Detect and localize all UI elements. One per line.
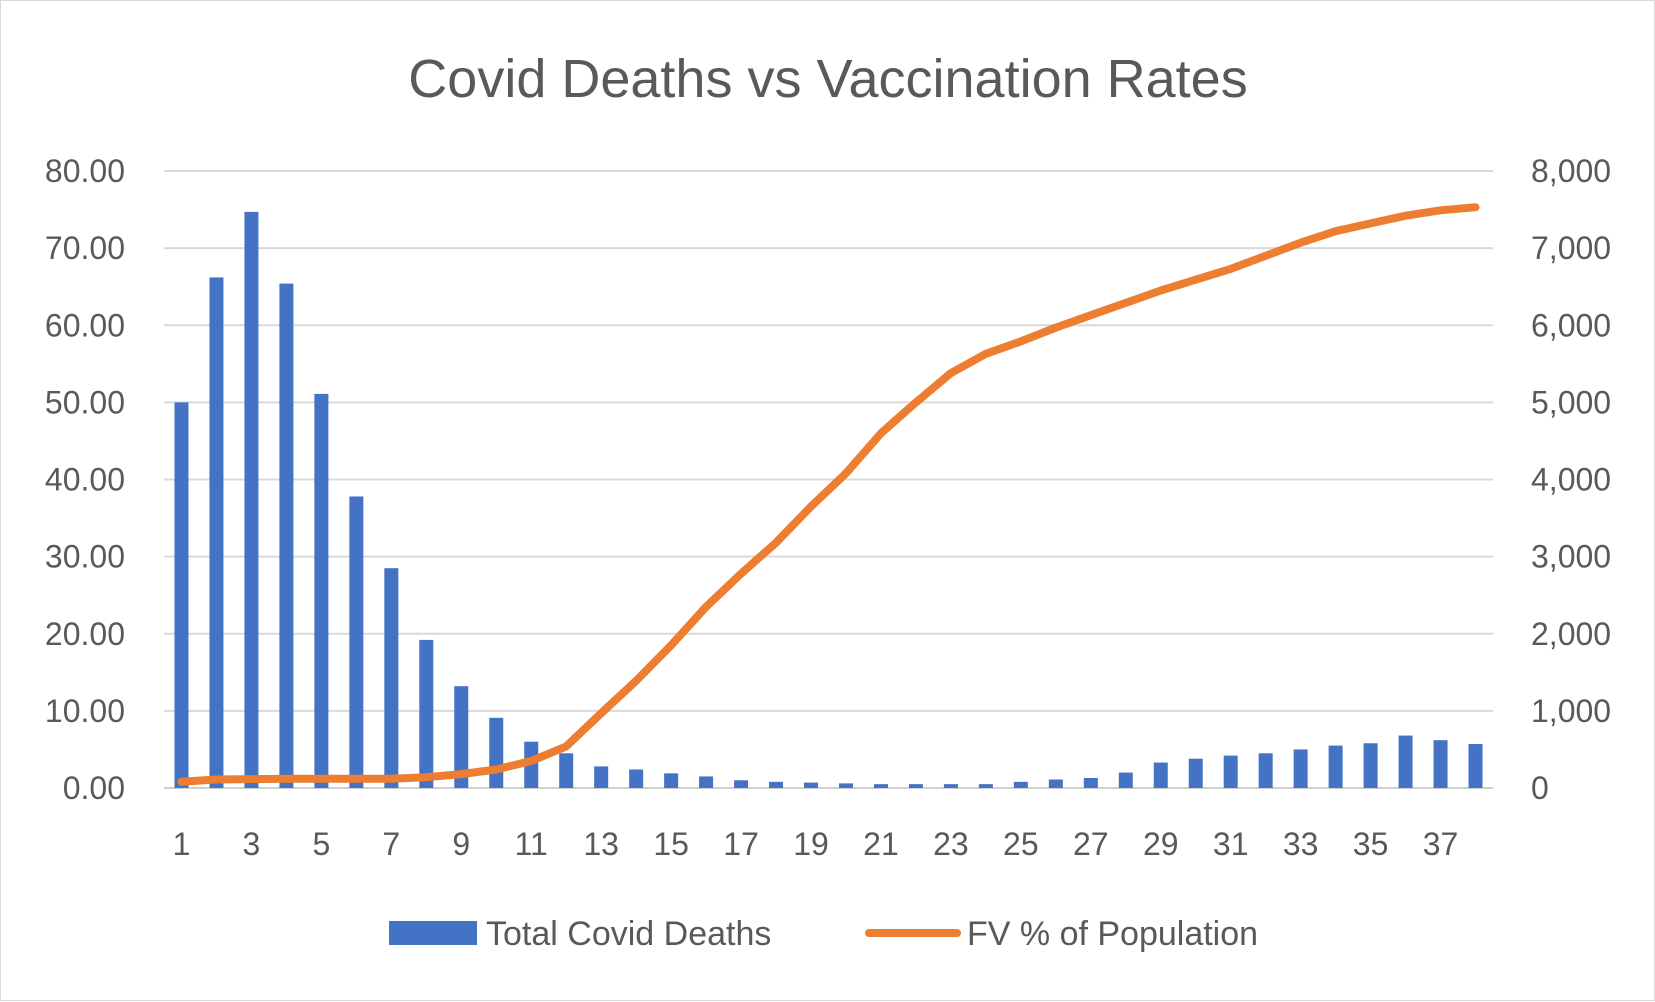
bar xyxy=(1433,740,1448,788)
x-tick-label: 3 xyxy=(243,826,261,862)
bar xyxy=(454,686,469,788)
y-left-tick-label: 40.00 xyxy=(45,462,125,498)
bar xyxy=(629,769,644,788)
x-tick-label: 9 xyxy=(452,826,470,862)
bar xyxy=(349,496,364,788)
bar xyxy=(978,784,993,788)
y-left-tick-label: 20.00 xyxy=(45,616,125,652)
y-right-tick-label: 0 xyxy=(1531,770,1549,806)
y-right-tick-label: 3,000 xyxy=(1531,539,1611,575)
y-left-tick-label: 80.00 xyxy=(45,153,125,189)
bar xyxy=(559,753,574,788)
x-tick-label: 33 xyxy=(1283,826,1319,862)
y-left-tick-label: 50.00 xyxy=(45,384,125,420)
bar xyxy=(209,277,224,788)
bar xyxy=(1118,772,1133,788)
bar xyxy=(769,781,784,788)
bar xyxy=(908,784,923,788)
y-right-tick-label: 8,000 xyxy=(1531,153,1611,189)
x-axis: 1 3 5 7 9 11 13 15 17 19 21 23 25 27 29 31 33 35 37 xyxy=(173,826,1459,862)
x-tick-label: 1 xyxy=(173,826,191,862)
bar xyxy=(838,783,853,788)
bar xyxy=(699,776,714,788)
y-left-tick-label: 0.00 xyxy=(63,770,125,806)
legend-label-deaths: Total Covid Deaths xyxy=(486,915,771,953)
bar xyxy=(1468,744,1483,788)
chart-title: Covid Deaths vs Vaccination Rates xyxy=(408,49,1247,109)
line-series xyxy=(177,203,1480,786)
bar xyxy=(1048,779,1063,788)
bar xyxy=(734,780,749,788)
legend: Total Covid Deaths FV % of Population xyxy=(389,915,1258,953)
bar xyxy=(594,766,609,788)
y-right-tick-label: 6,000 xyxy=(1531,307,1611,343)
bar xyxy=(1223,755,1238,788)
bar xyxy=(1013,781,1028,788)
bar xyxy=(314,393,329,788)
y-right-tick-label: 7,000 xyxy=(1531,230,1611,266)
bar xyxy=(1398,735,1413,788)
legend-swatch-deaths xyxy=(389,921,477,945)
x-tick-label: 31 xyxy=(1213,826,1249,862)
left-axis: 0.00 10.00 20.00 30.00 40.00 50.00 60.00 70.00 8… xyxy=(45,153,125,806)
bar xyxy=(1258,753,1273,788)
bar xyxy=(1188,758,1203,788)
x-tick-label: 5 xyxy=(312,826,330,862)
x-tick-label: 27 xyxy=(1073,826,1109,862)
right-axis: 0 1,000 2,000 3,000 4,000 5,000 6,000 7,000 8,00… xyxy=(1531,153,1611,806)
y-right-tick-label: 4,000 xyxy=(1531,462,1611,498)
bar xyxy=(873,784,888,788)
x-tick-label: 11 xyxy=(515,826,548,862)
y-right-tick-label: 2,000 xyxy=(1531,616,1611,652)
bar xyxy=(1083,777,1098,788)
x-tick-label: 13 xyxy=(583,826,619,862)
x-tick-label: 23 xyxy=(933,826,969,862)
x-tick-label: 21 xyxy=(863,826,899,862)
x-tick-label: 35 xyxy=(1353,826,1389,862)
x-tick-label: 15 xyxy=(653,826,689,862)
bar-series xyxy=(174,211,1483,789)
x-tick-label: 25 xyxy=(1003,826,1039,862)
bar xyxy=(1153,762,1168,788)
bar xyxy=(664,773,679,788)
y-left-tick-label: 60.00 xyxy=(45,307,125,343)
y-right-tick-label: 1,000 xyxy=(1531,693,1611,729)
bar xyxy=(419,639,434,788)
bar xyxy=(279,283,294,788)
bar xyxy=(244,211,259,789)
x-tick-label: 19 xyxy=(793,826,829,862)
y-left-tick-label: 10.00 xyxy=(45,693,125,729)
bar xyxy=(943,784,958,788)
y-right-tick-label: 5,000 xyxy=(1531,384,1611,420)
legend-label-vaccination: FV % of Population xyxy=(967,915,1258,953)
bar xyxy=(1328,745,1343,788)
bar xyxy=(1363,743,1378,788)
y-left-tick-label: 70.00 xyxy=(45,230,125,266)
bar xyxy=(174,402,189,788)
x-tick-label: 17 xyxy=(723,826,759,862)
bar xyxy=(1293,749,1308,788)
bar xyxy=(804,782,819,788)
y-left-tick-label: 30.00 xyxy=(45,539,125,575)
bar xyxy=(489,717,504,788)
bar xyxy=(384,568,399,788)
x-tick-label: 29 xyxy=(1143,826,1179,862)
x-tick-label: 7 xyxy=(382,826,400,862)
series-line xyxy=(177,203,1480,786)
x-tick-label: 37 xyxy=(1423,826,1459,862)
